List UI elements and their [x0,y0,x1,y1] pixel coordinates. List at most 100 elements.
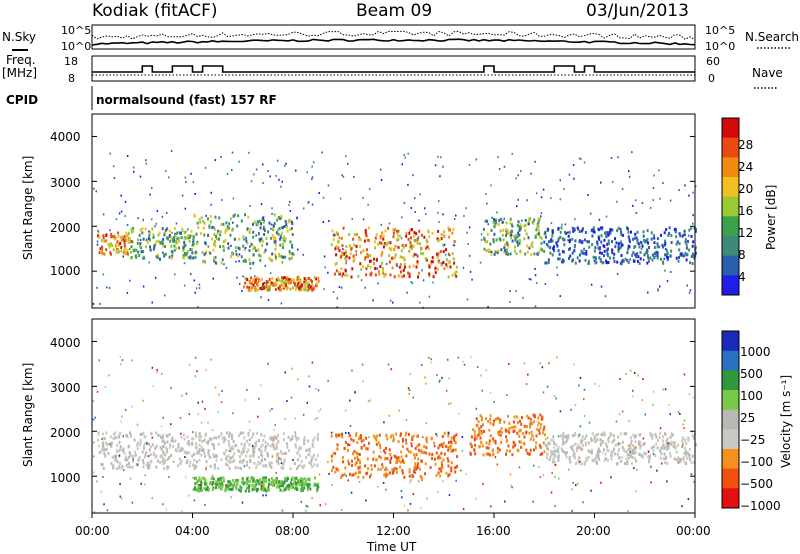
heatmap-cell [269,463,271,467]
heatmap-cell [517,231,520,235]
heatmap-cell [646,254,649,257]
heatmap-cell [136,441,139,445]
heatmap-cell [547,228,549,231]
heatmap-cell [250,282,253,286]
heatmap-cell [450,444,453,448]
heatmap-cell [687,438,690,442]
heatmap-cell [110,235,113,239]
heatmap-cell [513,235,516,238]
heatmap-cell [189,460,192,464]
heatmap-cell [425,451,428,455]
heatmap-cell [587,449,590,453]
heatmap-cell [172,439,174,443]
heatmap-cell [188,413,191,416]
heatmap-cell [357,475,360,479]
heatmap-cell [192,240,195,244]
x-axis-label: Time UT [366,540,417,554]
heatmap-cell [226,173,229,175]
heatmap-cell [567,436,570,440]
xtick-0400: 04:00 [175,524,210,538]
heatmap-cell [352,439,355,443]
heatmap-cell [266,488,269,492]
heatmap-cell [196,370,198,373]
heatmap-cell [416,434,419,438]
heatmap-cell [124,200,127,203]
heatmap-cell [579,253,581,257]
heatmap-cell [278,252,281,256]
heatmap-cell [500,427,503,431]
heatmap-cell [544,443,547,447]
heatmap-cell [502,228,505,232]
heatmap-cell [455,265,458,269]
heatmap-cell [362,196,364,199]
heatmap-cell [426,497,428,500]
heatmap-cell [377,270,380,274]
heatmap-cell [675,450,678,454]
heatmap-cell [548,240,551,244]
heatmap-cell [144,227,147,231]
heatmap-cell [222,476,225,480]
heatmap-cell [351,459,353,463]
heatmap-cell [262,239,264,243]
heatmap-cell [581,239,584,243]
heatmap-cell [185,392,188,395]
heatmap-cell [629,240,631,244]
heatmap-cell [431,453,434,456]
heatmap-cell [345,251,348,255]
heatmap-cell [370,464,373,467]
heatmap-cell [688,393,691,396]
heatmap-cell [392,235,395,239]
heatmap-cell [315,277,317,281]
freq-label: Freq. [6,53,36,67]
heatmap-cell [203,221,206,225]
heatmap-cell [530,172,532,175]
heatmap-cell [509,236,512,240]
heatmap-cell [278,485,281,489]
heatmap-cell [440,233,443,237]
heatmap-cell [171,436,174,440]
heatmap-cell [420,251,422,255]
heatmap-cell [132,459,135,463]
heatmap-cell [412,493,415,496]
heatmap-cell [296,284,299,287]
heatmap-cell [156,209,159,212]
heatmap-cell [604,452,607,456]
heatmap-cell [598,384,601,387]
heatmap-cell [447,432,450,435]
heatmap-cell [661,445,664,449]
heatmap-cell [450,469,453,473]
heatmap-cell [508,449,511,453]
heatmap-cell [691,454,694,458]
heatmap-cell [256,463,259,467]
heatmap-cell [575,462,577,466]
heatmap-cell [198,476,201,480]
heatmap-cell [562,441,564,444]
heatmap-cell [126,223,129,226]
heatmap-cell [124,455,127,459]
heatmap-cell [178,231,181,235]
heatmap-cell [354,463,357,467]
heatmap-cell [240,431,243,435]
heatmap-cell [626,460,629,464]
heatmap-cell [669,254,672,258]
heatmap-cell [250,242,253,246]
heatmap-cell [198,435,201,439]
heatmap-cell [312,444,315,448]
heatmap-cell [662,388,664,391]
heatmap-cell [242,235,245,239]
heatmap-cell [633,447,636,451]
heatmap-cell [338,249,341,253]
heatmap-cell [456,455,459,459]
heatmap-cell [151,227,154,231]
colorbar-segment [722,350,739,371]
heatmap-cell [159,257,161,261]
heatmap-cell [284,164,286,167]
heatmap-cell [606,249,609,253]
heatmap-cell [297,248,299,251]
heatmap-cell [170,236,172,240]
heatmap-cell [400,490,403,492]
heatmap-cell [557,237,560,241]
heatmap-cell [382,482,385,484]
heatmap-cell [617,242,620,246]
heatmap-cell [400,237,403,240]
